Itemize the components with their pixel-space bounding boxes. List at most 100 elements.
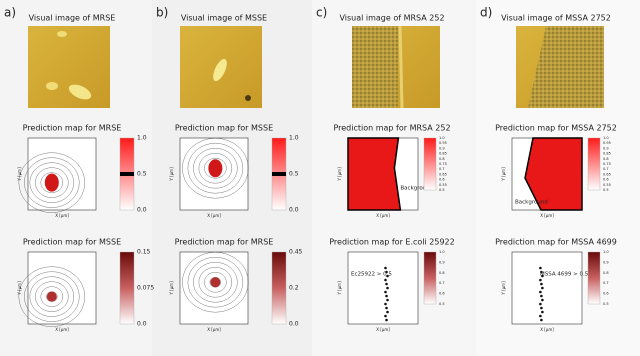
colorbar-tick: 0.15 (137, 249, 151, 256)
colorbar-tick: 0.075 (137, 285, 154, 292)
spot (386, 310, 389, 314)
colorbar-tick: 0.7 (603, 167, 609, 171)
colorbar-tick: 0.0 (137, 321, 147, 328)
annotation: Background (515, 200, 548, 206)
spot (540, 270, 543, 274)
contour (18, 152, 85, 213)
colorbar-tick: 0.75 (439, 162, 447, 166)
contour (187, 143, 244, 194)
spot (385, 282, 388, 286)
axis-label: X [µm] (540, 327, 554, 332)
spot (385, 318, 388, 322)
colorbar-tick: 0.75 (603, 162, 611, 166)
spot (541, 286, 544, 290)
contour (198, 153, 233, 184)
spot (540, 318, 543, 322)
annotation: Ec25922 > 0.5 (351, 272, 392, 278)
hotspot (210, 277, 221, 288)
colorbar (423, 137, 437, 191)
cell-cluster (528, 26, 604, 108)
map-title: Prediction map for E.coli 25922 (329, 238, 454, 247)
spot (539, 278, 542, 282)
axis-label: Y [µm] (17, 167, 22, 182)
colorbar-tick: 0.7 (603, 281, 609, 285)
spot (385, 270, 388, 274)
map-title: Prediction map for MSSE (23, 238, 121, 247)
hotspot (208, 159, 223, 178)
contour (40, 286, 63, 307)
axis-label: X [µm] (376, 327, 390, 332)
image-title: Visual image of MRSE (29, 14, 116, 23)
colorbar-tick: 0.8 (439, 157, 445, 161)
spot (384, 314, 387, 318)
contour (198, 267, 233, 298)
contour (204, 272, 227, 293)
colorbar (271, 251, 287, 325)
edge (398, 25, 404, 109)
colorbar-tick: 0.6 (439, 292, 445, 296)
colorbar-tick: 1.0 (289, 135, 299, 142)
spot (541, 298, 544, 302)
colorbar-tick: 1.0 (137, 135, 147, 142)
colorbar-tick: 0.8 (439, 271, 445, 275)
spot (385, 294, 388, 298)
spot (540, 306, 543, 310)
map-title: Prediction map for MSSE (175, 124, 273, 133)
spot (385, 306, 388, 310)
contour (24, 157, 80, 208)
colorbar-tick: 1.0 (603, 250, 609, 254)
map-title: Prediction map for MRSE (23, 124, 122, 133)
colorbar-tick: 0.95 (439, 141, 447, 145)
colorbar-tick: 1.0 (603, 136, 609, 140)
map-title: Prediction map for MRSA 252 (333, 124, 450, 133)
axis-label: Y [µm] (501, 281, 506, 296)
spot (539, 266, 542, 270)
contour (35, 167, 69, 198)
colorbar-tick: 0.65 (439, 172, 447, 176)
colorbar-tick: 0.5 (137, 171, 147, 178)
cell-cluster (352, 26, 398, 108)
plot-area (27, 251, 97, 325)
colorbar (423, 251, 437, 305)
axis-label: X [µm] (376, 213, 390, 218)
contour (193, 262, 238, 303)
axis-label: Y [µm] (337, 281, 342, 296)
spot (539, 290, 542, 294)
colorbar-tick: 0.6 (603, 292, 609, 296)
colorbar-tick: 0.8 (603, 271, 609, 275)
spot (541, 310, 544, 314)
spot (384, 290, 387, 294)
contour (193, 148, 238, 189)
colorbar-tick: 0.7 (439, 281, 445, 285)
colorbar-tick: 1.0 (439, 136, 445, 140)
axis-label: X [µm] (207, 213, 221, 218)
contour (182, 138, 249, 199)
colorbar-tick: 0.55 (439, 183, 447, 187)
axis-label: Y [µm] (337, 167, 342, 182)
hotspot (44, 173, 59, 192)
annotation: Background (400, 186, 433, 192)
contour (35, 281, 69, 312)
spot (386, 298, 389, 302)
hotspot (46, 291, 57, 302)
contour (40, 172, 63, 193)
colorbar-tick: 0.55 (603, 183, 611, 187)
colorbar-tick: 0.0 (289, 207, 299, 214)
map-title: Prediction map for MSSA 2752 (495, 124, 617, 133)
colorbar-tick: 0.8 (603, 157, 609, 161)
spot (539, 302, 542, 306)
contour (204, 158, 227, 179)
spot (384, 266, 387, 270)
contour (29, 162, 74, 203)
colorbar-tick: 0.6 (603, 178, 609, 182)
spot (541, 274, 544, 278)
image-title: Visual image of MSSE (181, 14, 267, 23)
axis-label: Y [µm] (501, 167, 506, 182)
bacteria (213, 58, 227, 82)
colorbar-tick: 0.7 (439, 167, 445, 171)
bacteria (46, 82, 58, 90)
spot (386, 286, 389, 290)
contour (24, 271, 80, 322)
colorbar-tick: 0.0 (137, 207, 147, 214)
spot (539, 314, 542, 318)
